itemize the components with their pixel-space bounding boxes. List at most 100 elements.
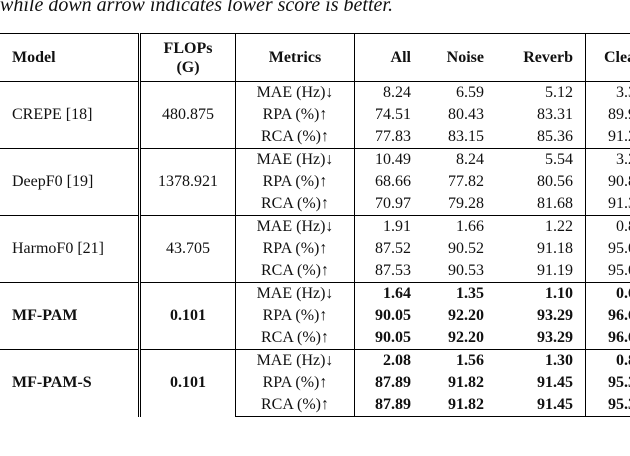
metric-name: MAE (Hz)↓ — [235, 81, 355, 104]
score-noise: 90.53 — [448, 262, 484, 279]
score-clean: 89.92 — [585, 104, 630, 126]
header-all: All — [390, 49, 411, 66]
score-reverb: 1.10 — [491, 282, 586, 305]
results-table: Model FLOPs (G) Metrics All Noise Reverb… — [0, 33, 630, 417]
score-all: 68.66 — [375, 173, 411, 190]
score-clean: 95.01 — [585, 260, 630, 283]
table-row: RPA (%)↑ 87.89 91.82 91.45 95.32 — [0, 372, 630, 394]
score-clean: 91.23 — [585, 126, 630, 149]
flops-value: 43.705 — [138, 215, 236, 283]
metric-name: RCA (%)↑ — [235, 193, 355, 216]
score-all: 74.51 — [375, 106, 411, 123]
score-noise: 1.35 — [418, 282, 491, 305]
score-reverb: 1.30 — [491, 349, 586, 372]
score-clean: 96.62 — [585, 327, 630, 350]
score-clean: 0.82 — [585, 215, 630, 238]
score-noise: 92.20 — [448, 307, 484, 324]
table-row: HarmoF0 [21] 43.705 MAE (Hz)↓ 1.91 1.66 1.22 0… — [0, 215, 630, 283]
score-reverb: 91.45 — [537, 374, 573, 391]
score-clean: 95.00 — [585, 238, 630, 260]
score-reverb: 83.31 — [537, 106, 573, 123]
model-name: MF-PAM-S — [0, 349, 140, 417]
score-clean: 3.25 — [585, 148, 630, 171]
table-row: RPA (%)↑ 68.66 77.82 80.56 90.82 — [0, 171, 630, 193]
score-noise: 90.52 — [448, 240, 484, 257]
score-clean: 96.62 — [585, 305, 630, 327]
metric-name: RPA (%)↑ — [235, 372, 355, 394]
score-clean: 3.33 — [585, 81, 630, 104]
metric-name: MAE (Hz)↓ — [235, 215, 355, 238]
model-name: HarmoF0 [21] — [0, 215, 140, 283]
header-flops: FLOPs (G) — [138, 33, 236, 82]
header-clean: Clean — [585, 33, 630, 82]
score-clean: 0.69 — [585, 282, 630, 305]
score-reverb: 93.29 — [537, 307, 573, 324]
score-reverb: 93.29 — [537, 329, 573, 346]
header-row: Model FLOPs (G) Metrics All Noise Reverb… — [0, 33, 630, 82]
score-reverb: 1.22 — [491, 215, 586, 238]
model-name: CREPE [18] — [0, 81, 140, 149]
score-clean: 91.33 — [585, 193, 630, 216]
metric-name: RPA (%)↑ — [235, 171, 355, 193]
score-all: 87.89 — [375, 374, 411, 391]
score-noise: 92.20 — [448, 329, 484, 346]
score-reverb: 5.54 — [491, 148, 586, 171]
flops-value: 0.101 — [138, 349, 236, 417]
score-noise: 91.82 — [448, 374, 484, 391]
table-row: RCA (%)↑ 87.53 90.53 91.19 95.01 — [0, 260, 630, 283]
header-flops-line2: (G) — [176, 58, 200, 76]
score-noise: 80.43 — [448, 106, 484, 123]
flops-value: 0.101 — [138, 282, 236, 350]
metric-name: RPA (%)↑ — [235, 238, 355, 260]
metric-name: RCA (%)↑ — [235, 327, 355, 350]
table-row: RCA (%)↑ 70.97 79.28 81.68 91.33 — [0, 193, 630, 216]
metric-name: MAE (Hz)↓ — [235, 349, 355, 372]
score-all: 1.64 — [354, 282, 418, 305]
metric-name: RPA (%)↑ — [235, 104, 355, 126]
table-body: CREPE [18] 480.875 MAE (Hz)↓ 8.24 6.59 5.12 3.… — [0, 81, 630, 417]
score-reverb: 5.12 — [491, 81, 586, 104]
score-all: 10.49 — [354, 148, 418, 171]
score-all: 70.97 — [375, 195, 411, 212]
header-flops-line1: FLOPs — [163, 39, 213, 57]
table-row: RCA (%)↑ 77.83 83.15 85.36 91.23 — [0, 126, 630, 149]
score-noise: 77.82 — [448, 173, 484, 190]
metric-name: MAE (Hz)↓ — [235, 282, 355, 305]
table-row: RPA (%)↑ 87.52 90.52 91.18 95.00 — [0, 238, 630, 260]
table-row: CREPE [18] 480.875 MAE (Hz)↓ 8.24 6.59 5.12 3.… — [0, 81, 630, 149]
score-noise: 83.15 — [448, 128, 484, 145]
score-all: 90.05 — [375, 329, 411, 346]
score-all: 77.83 — [375, 128, 411, 145]
flops-value: 480.875 — [138, 81, 236, 149]
score-reverb: 91.45 — [491, 394, 586, 417]
header-reverb: Reverb — [523, 49, 573, 66]
score-clean: 95.32 — [585, 372, 630, 394]
score-all: 87.53 — [375, 262, 411, 279]
metric-name: RCA (%)↑ — [235, 394, 355, 417]
score-reverb: 91.19 — [537, 262, 573, 279]
table-row: DeepF0 [19] 1378.921 MAE (Hz)↓ 10.49 8.24 5.5… — [0, 148, 630, 216]
table-row: RCA (%)↑ 90.05 92.20 93.29 96.62 — [0, 327, 630, 350]
score-noise: 79.28 — [448, 195, 484, 212]
score-noise: 8.24 — [418, 148, 491, 171]
metric-name: RCA (%)↑ — [235, 126, 355, 149]
score-noise: 1.56 — [418, 349, 491, 372]
score-all: 87.52 — [375, 240, 411, 257]
caption-tail: while down arrow indicates lower score i… — [0, 0, 393, 16]
table-header: Model FLOPs (G) Metrics All Noise Reverb… — [0, 33, 630, 82]
header-noise: Noise — [446, 49, 484, 66]
metric-name: RCA (%)↑ — [235, 260, 355, 283]
header-model: Model — [12, 49, 56, 66]
table-row: RPA (%)↑ 90.05 92.20 93.29 96.62 — [0, 305, 630, 327]
header-metrics: Metrics — [235, 33, 355, 82]
model-name: DeepF0 [19] — [0, 148, 140, 216]
table-row: RPA (%)↑ 74.51 80.43 83.31 89.92 — [0, 104, 630, 126]
model-name: MF-PAM — [0, 282, 140, 350]
score-reverb: 81.68 — [537, 195, 573, 212]
flops-value: 1378.921 — [138, 148, 236, 216]
score-noise: 1.66 — [418, 215, 491, 238]
score-all: 2.08 — [354, 349, 418, 372]
score-noise: 91.82 — [418, 394, 491, 417]
